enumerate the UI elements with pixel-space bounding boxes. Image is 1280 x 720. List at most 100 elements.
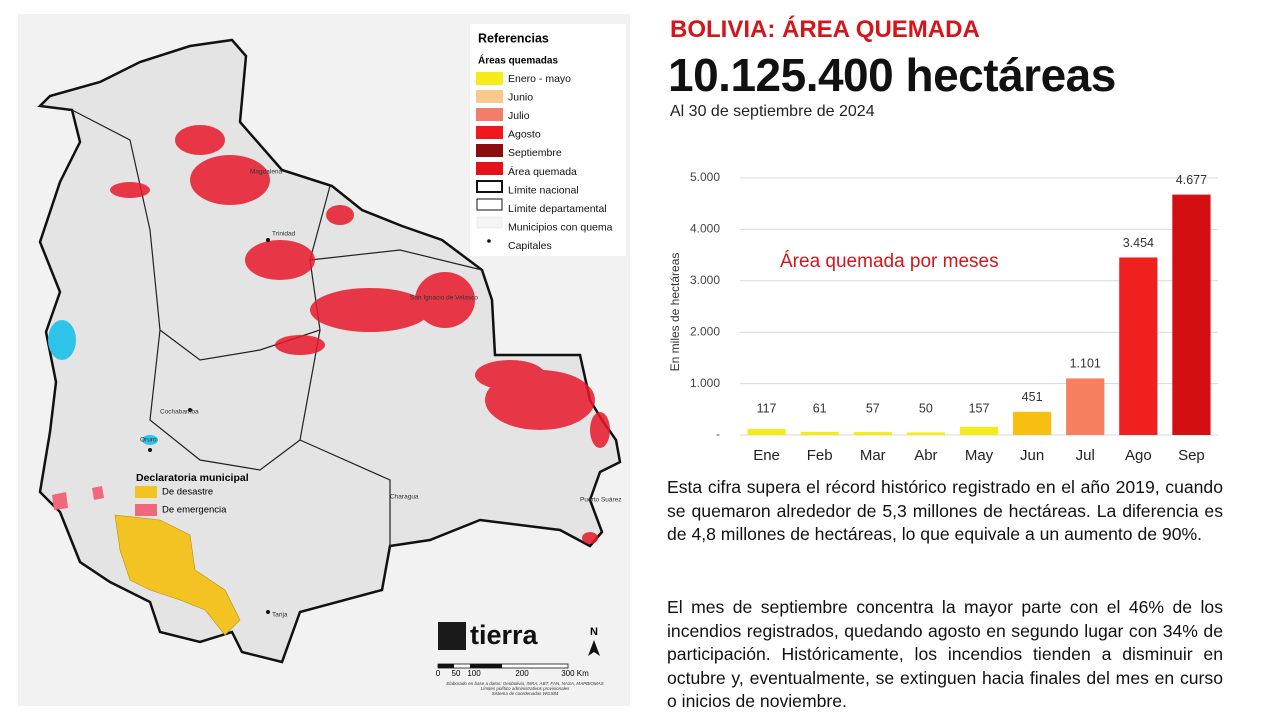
disaster-area <box>114 514 241 636</box>
y-axis-label: En miles de hectáreas <box>668 253 682 372</box>
bar <box>1119 257 1158 435</box>
x-tick-label: Abr <box>914 447 937 464</box>
scale-label: 200 <box>515 669 529 678</box>
x-tick-label: Mar <box>860 447 886 464</box>
place-label: Magdalena <box>250 169 283 176</box>
place-label: Oruro <box>140 437 157 444</box>
bar <box>853 432 892 435</box>
north-arrow <box>588 640 600 656</box>
map-notes: Elaborado en base a datos: Geobolivia, I… <box>446 681 603 696</box>
burn <box>190 155 270 205</box>
capital <box>148 448 152 452</box>
map-note: Elaborado en base a datos: Geobolivia, I… <box>446 681 603 686</box>
legend-swatch <box>476 216 503 229</box>
header-date: Al 30 de septiembre de 2024 <box>670 103 875 120</box>
scale-label: 50 <box>452 669 461 678</box>
burn <box>110 182 150 198</box>
header-title: BOLIVIA: ÁREA QUEMADA <box>670 16 980 43</box>
data-label: 157 <box>969 401 990 415</box>
capital <box>266 238 270 242</box>
declaration-label: De desastre <box>162 487 213 498</box>
border <box>309 249 483 271</box>
x-tick-label: Ene <box>753 447 780 464</box>
place-labels: Trinidad Cochabamba Oruro Tarija San Ign… <box>140 169 622 619</box>
map-note: Límites político administrativos provisi… <box>481 686 571 691</box>
y-tick-label: 2.000 <box>690 324 720 338</box>
data-label: 57 <box>866 401 880 415</box>
declaration-swatch <box>135 504 157 516</box>
burned-areas <box>110 125 610 544</box>
burn <box>475 360 545 390</box>
place-label: San Ignacio de Velasco <box>410 295 478 302</box>
bar <box>906 432 946 435</box>
border <box>299 439 391 546</box>
legend-swatch <box>476 90 503 103</box>
legend-label: Septiembre <box>508 147 562 159</box>
logo-icon <box>438 622 466 650</box>
burn <box>582 532 598 544</box>
burn <box>175 125 225 155</box>
lake <box>48 320 76 360</box>
legend-swatch <box>476 198 503 211</box>
legend-swatch <box>476 162 503 175</box>
data-label: 4.677 <box>1176 173 1207 187</box>
legend-swatch <box>487 239 491 243</box>
legend-label: Límite departamental <box>508 203 607 215</box>
bar-chart: Área quemada por meses En miles de hectá… <box>668 170 1218 464</box>
data-label: 61 <box>813 401 827 415</box>
place-label: Charagua <box>390 494 419 501</box>
north-label: N <box>590 626 598 638</box>
declaration-label: De emergencia <box>162 505 227 516</box>
legend-title: Referencias <box>478 31 549 45</box>
place-label: Puerto Suárez <box>580 497 622 504</box>
lake <box>142 435 158 445</box>
legend-label: Agosto <box>508 129 541 141</box>
header-total: 10.125.400 hectáreas <box>668 49 1116 101</box>
y-tick-label: 3.000 <box>690 273 720 287</box>
bar <box>1066 378 1105 435</box>
legend-label: Junio <box>508 91 533 103</box>
paragraph: El mes de septiembre concentra la mayor … <box>667 597 1223 711</box>
burn <box>590 412 610 448</box>
scale-bar <box>470 664 502 668</box>
paragraph: Esta cifra supera el récord histórico re… <box>667 477 1223 544</box>
capital <box>188 408 192 412</box>
y-tick-label: 5.000 <box>690 170 720 184</box>
legend-swatch <box>476 108 503 121</box>
x-tick-label: Sep <box>1178 447 1205 464</box>
emergency-area <box>52 492 68 510</box>
border <box>71 109 331 361</box>
scale-label: 100 <box>467 669 481 678</box>
chart-title: Área quemada por meses <box>780 251 999 272</box>
legend-label: Municipios con quema <box>508 222 613 234</box>
x-tick-label: May <box>965 447 994 464</box>
legend-label: Límite nacional <box>508 184 579 196</box>
legend-label: Julio <box>508 110 530 122</box>
capitals <box>148 238 270 614</box>
data-label: 117 <box>757 401 777 415</box>
data-label: 451 <box>1022 390 1043 404</box>
legend-swatches <box>476 72 503 243</box>
burn <box>415 272 475 328</box>
bar <box>1012 411 1052 435</box>
legend-label: Área quemada <box>508 165 577 178</box>
legend-subtitle: Áreas quemadas <box>478 54 558 67</box>
legend-label: Capitales <box>508 240 552 252</box>
scale-label: 300 Km <box>561 669 589 678</box>
place-label: Cochabamba <box>160 409 199 416</box>
x-tick-label: Ago <box>1125 447 1152 464</box>
x-tick-label: Jun <box>1020 447 1044 464</box>
data-label: 50 <box>919 401 933 415</box>
legend-swatch <box>476 180 503 193</box>
bar <box>747 428 786 435</box>
declaration-swatch <box>135 486 157 498</box>
border <box>149 329 321 471</box>
bar <box>800 431 839 435</box>
y-tick-label: 1.000 <box>690 376 720 390</box>
y-tick-label: - <box>716 427 720 441</box>
declaration-title: Declaratoria municipal <box>136 472 249 484</box>
burn <box>310 288 430 332</box>
logo: tierra <box>470 620 539 650</box>
